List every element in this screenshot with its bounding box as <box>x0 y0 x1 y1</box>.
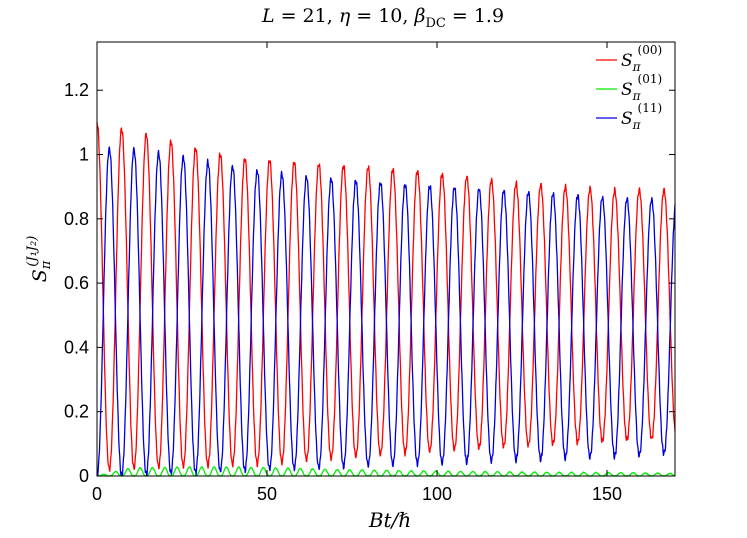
legend-label-00-sub: π <box>632 60 642 74</box>
x-tick-label: 50 <box>257 484 277 504</box>
legend: Sπ(00) Sπ(01) Sπ(11) <box>596 43 662 132</box>
legend-item-01: Sπ (01) <box>596 72 662 103</box>
legend-label-11-sub: π <box>632 118 642 132</box>
y-axis-label-sup: (J₁J₂) <box>25 236 40 267</box>
title-beta: β <box>413 5 425 27</box>
svg-text:Sπ(J₁J₂): Sπ(J₁J₂) <box>25 236 54 283</box>
y-tick-label: 1 <box>79 145 89 165</box>
title-beta-value: = 1.9 <box>446 5 504 27</box>
y-tick-label: 0.8 <box>64 209 89 229</box>
y-axis-label-base: S <box>29 269 51 282</box>
x-tick-label: 100 <box>422 484 452 504</box>
series-line-00 <box>96 122 676 472</box>
plot-frame <box>96 41 676 477</box>
ticks-layer: 0 50 100 150 0 0.2 0.4 0.6 0.8 1 1.2 <box>64 42 675 504</box>
y-axis-label: Sπ(J₁J₂) <box>25 236 54 283</box>
title-eta-value: = 10, <box>350 5 414 27</box>
x-tick-label: 150 <box>592 484 622 504</box>
legend-label-01-sup: (01) <box>638 72 663 86</box>
legend-label-11-sup: (11) <box>638 101 663 115</box>
legend-label-01-sub: π <box>632 89 642 103</box>
plot-area: 0 50 100 150 0 0.2 0.4 0.6 0.8 1 1.2 <box>64 41 676 504</box>
y-tick-label: 0.4 <box>64 337 89 357</box>
y-axis-label-sub: π <box>39 260 54 270</box>
svg-text:Sπ(01): Sπ (01) <box>621 72 662 103</box>
title-L-value: = 21, <box>275 5 339 27</box>
legend-label-00-base: S <box>621 51 633 71</box>
y-tick-label: 0.2 <box>64 402 89 422</box>
title-beta-subscript: DC <box>425 16 445 31</box>
y-tick-label: 1.2 <box>64 80 89 100</box>
x-axis-label: Bt/ℏ <box>368 508 411 532</box>
legend-label-00-sup: (00) <box>638 43 663 57</box>
x-tick-label: 0 <box>92 484 102 504</box>
series-line-11 <box>96 146 676 477</box>
legend-item-11: Sπ (11) <box>596 101 662 132</box>
svg-text:Sπ(11): Sπ (11) <box>621 101 662 132</box>
chart-title: L = 21, η = 10, βDC = 1.9 <box>261 5 504 31</box>
y-tick-label: 0.6 <box>64 273 89 293</box>
legend-item-00: Sπ (00) <box>596 43 662 74</box>
title-eta: η <box>339 5 351 27</box>
title-L: L <box>261 5 275 27</box>
legend-label-11-base: S <box>621 109 633 129</box>
y-tick-label: 0 <box>79 466 89 486</box>
plot-background <box>97 42 675 476</box>
legend-label-01-base: S <box>621 80 633 100</box>
svg-text:Sπ(00): Sπ (00) <box>621 43 662 74</box>
